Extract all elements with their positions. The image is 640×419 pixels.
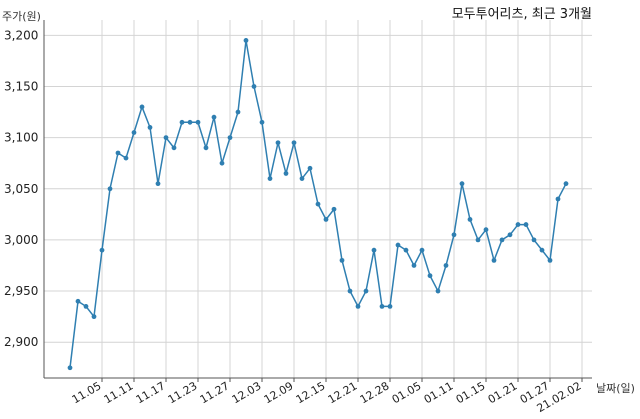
y-axis-label: 주가(원) bbox=[2, 10, 41, 23]
data-point bbox=[275, 140, 281, 146]
data-point bbox=[347, 288, 353, 294]
data-point bbox=[99, 247, 105, 253]
data-point bbox=[83, 304, 89, 309]
data-point bbox=[331, 206, 337, 212]
y-tick-label: 3,000 bbox=[4, 233, 38, 247]
data-point bbox=[139, 104, 145, 110]
data-point bbox=[403, 247, 409, 253]
data-point bbox=[451, 232, 457, 238]
x-tick-label: 01.11 bbox=[422, 379, 456, 406]
data-point bbox=[299, 176, 305, 181]
data-point bbox=[163, 135, 169, 141]
data-point bbox=[443, 263, 449, 268]
data-point bbox=[195, 119, 201, 125]
x-tick-label: 01.21 bbox=[486, 379, 520, 406]
data-point bbox=[131, 130, 137, 135]
data-point bbox=[539, 247, 545, 253]
data-point bbox=[507, 232, 513, 238]
data-point bbox=[227, 135, 233, 141]
data-point bbox=[499, 237, 505, 243]
y-tick-label: 3,100 bbox=[4, 131, 38, 145]
data-point bbox=[315, 201, 321, 207]
grid-lines bbox=[44, 20, 592, 378]
data-point bbox=[475, 237, 481, 243]
x-tick-label: 12.28 bbox=[358, 379, 392, 406]
data-point bbox=[547, 257, 553, 263]
x-tick-label: 11.11 bbox=[102, 379, 136, 406]
x-tick-label: 11.17 bbox=[134, 379, 168, 406]
x-tick-label: 12.03 bbox=[230, 379, 264, 406]
y-tick-labels: 2,900 2,950 3,000 3,050 3,100 3,150 3,200 bbox=[4, 28, 38, 349]
data-point bbox=[155, 181, 161, 187]
x-tick-label: 01.15 bbox=[454, 379, 488, 406]
data-point bbox=[515, 222, 521, 227]
data-point bbox=[339, 257, 345, 263]
chart-title: 모두투어리츠, 최근 3개월 bbox=[452, 7, 592, 22]
data-point bbox=[419, 247, 425, 253]
data-point bbox=[259, 119, 265, 125]
data-point bbox=[219, 160, 225, 166]
x-axis-label: 날짜(일) bbox=[596, 381, 635, 395]
x-tick-label: 12.21 bbox=[326, 379, 360, 406]
axes bbox=[43, 20, 592, 382]
data-point bbox=[491, 257, 497, 263]
data-point bbox=[387, 304, 393, 309]
data-point bbox=[483, 227, 489, 233]
data-point bbox=[107, 186, 113, 192]
data-point bbox=[467, 217, 473, 222]
data-point bbox=[435, 288, 441, 294]
x-tick-labels: 11.0511.1111.1711.2311.2712.0312.0912.15… bbox=[70, 379, 584, 415]
data-point bbox=[251, 84, 257, 89]
data-point bbox=[379, 304, 385, 309]
data-point bbox=[427, 273, 433, 279]
x-tick-label: 11.23 bbox=[166, 379, 200, 406]
data-point bbox=[531, 237, 537, 243]
data-point bbox=[123, 155, 129, 161]
data-point bbox=[411, 263, 417, 268]
x-tick-label: 12.09 bbox=[262, 379, 296, 406]
data-point bbox=[211, 114, 217, 120]
data-point bbox=[75, 298, 81, 304]
y-tick-label: 3,200 bbox=[4, 28, 38, 42]
data-point bbox=[563, 181, 569, 187]
data-point bbox=[115, 150, 121, 156]
data-point bbox=[187, 119, 193, 125]
data-point bbox=[291, 140, 297, 146]
data-point bbox=[267, 176, 273, 181]
data-point bbox=[147, 125, 153, 130]
x-tick-label: 11.05 bbox=[70, 379, 104, 406]
x-tick-label: 01.05 bbox=[390, 379, 424, 406]
data-point bbox=[171, 145, 177, 151]
data-point bbox=[355, 304, 361, 309]
data-point bbox=[67, 365, 73, 371]
data-points bbox=[67, 38, 569, 371]
data-point bbox=[459, 181, 465, 187]
data-point bbox=[307, 165, 313, 171]
y-tick-label: 3,050 bbox=[4, 182, 38, 196]
data-point bbox=[91, 314, 97, 320]
data-point bbox=[523, 222, 529, 227]
data-point bbox=[371, 247, 377, 253]
data-point bbox=[363, 288, 369, 294]
y-tick-label: 2,900 bbox=[4, 335, 38, 349]
data-point bbox=[203, 145, 209, 151]
y-tick-label: 3,150 bbox=[4, 79, 38, 93]
data-point bbox=[283, 171, 289, 176]
data-point bbox=[235, 109, 241, 115]
data-point bbox=[395, 242, 401, 248]
y-tick-label: 2,950 bbox=[4, 284, 38, 298]
data-point bbox=[555, 196, 561, 202]
data-point bbox=[243, 38, 249, 43]
x-tick-label: 11.27 bbox=[198, 379, 232, 406]
x-tick-label: 12.15 bbox=[294, 379, 328, 406]
data-point bbox=[179, 119, 185, 125]
data-point bbox=[323, 217, 329, 222]
